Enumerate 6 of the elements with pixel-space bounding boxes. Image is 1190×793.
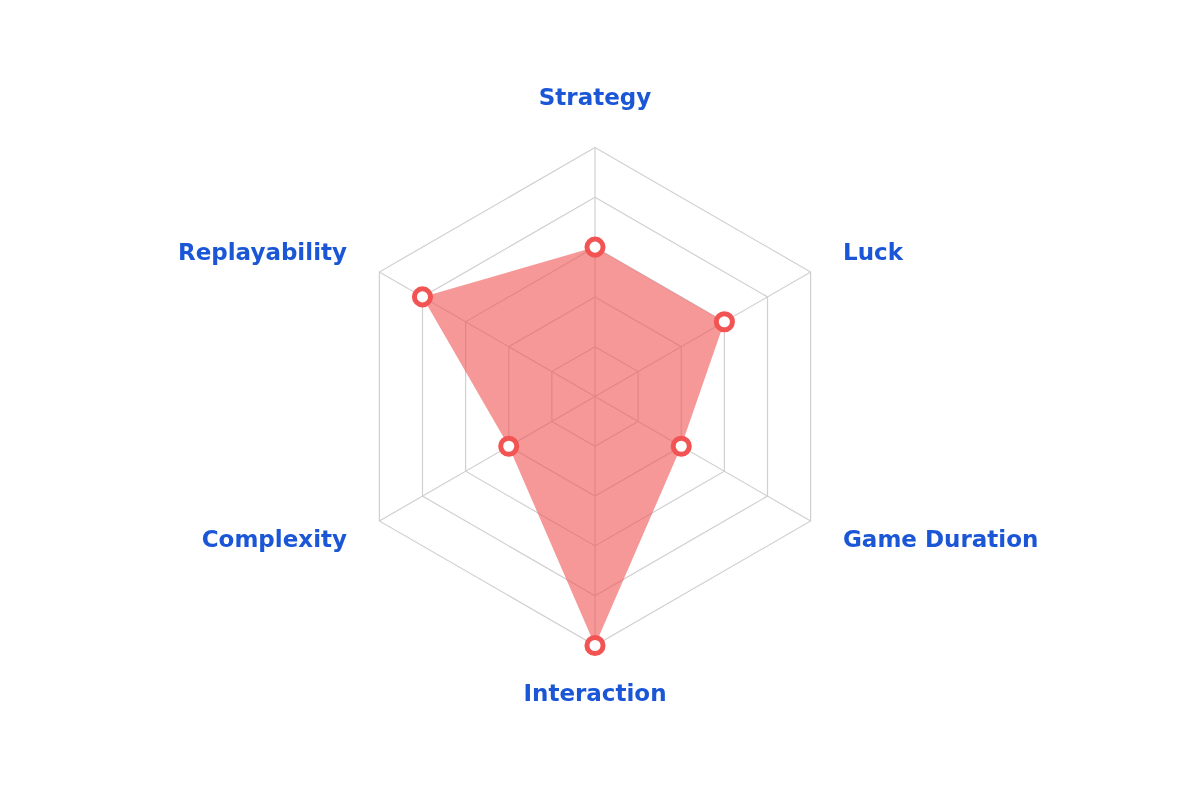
spoke-label: Game Duration — [842, 525, 1039, 552]
spoke-label: Replayability — [177, 239, 348, 266]
spoke-label: Strategy — [538, 84, 652, 111]
spoke-label: Luck — [842, 239, 904, 266]
spoke-label: Complexity — [201, 525, 348, 552]
spoke-label: Interaction — [523, 679, 667, 706]
